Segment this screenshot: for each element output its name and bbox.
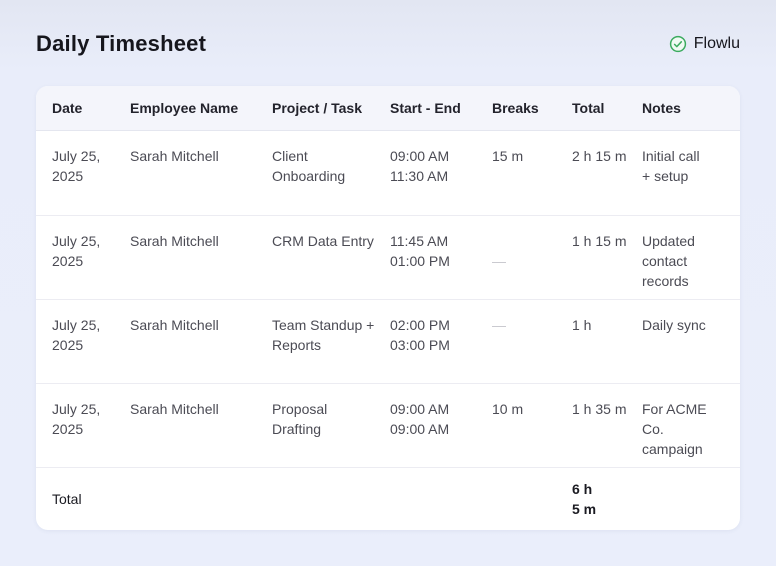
cell-start-end: 09:00 AM 11:30 AM [390, 131, 492, 215]
start-time: 02:00 PM [390, 317, 450, 333]
cell-notes: Updated contact records [642, 233, 695, 289]
cell-date: July 25, 2025 [52, 317, 101, 353]
cell-project: Team Standup + Reports [272, 317, 375, 353]
column-header-project: Project / Task [272, 100, 363, 116]
end-time: 11:30 AM [390, 168, 449, 184]
cell-total: 1 h 15 m [572, 233, 627, 249]
cell-notes: For ACME Co. campaign [642, 401, 707, 457]
cell-total: 1 h [572, 317, 592, 333]
start-time: 11:45 AM [390, 233, 449, 249]
cell-notes: Daily sync [642, 317, 706, 333]
page: Daily Timesheet Flowlu Date Employee Nam… [36, 0, 740, 530]
cell-project: CRM Data Entry [272, 233, 374, 249]
check-circle-icon [669, 35, 687, 53]
footer-total-label: Total [52, 491, 82, 507]
column-header-notes: Notes [642, 100, 681, 116]
column-header-date: Date [52, 100, 83, 116]
cell-start-end: 02:00 PM 03:00 PM [390, 300, 492, 383]
end-time: 01:00 PM [390, 253, 450, 269]
cell-date: July 25, 2025 [52, 233, 101, 269]
cell-notes: Initial call + setup [642, 148, 700, 184]
end-time: 03:00 PM [390, 337, 450, 353]
column-header-employee: Employee Name [130, 100, 239, 116]
table-row: July 25, 2025 Sarah Mitchell Client Onbo… [36, 131, 740, 215]
brand-logo: Flowlu [669, 35, 740, 53]
cell-start-end: 09:00 AM 09:00 AM [390, 384, 492, 467]
table-header-row: Date Employee Name Project / Task Start … [36, 86, 740, 131]
cell-project: Client Onboarding [272, 148, 346, 184]
start-time: 09:00 AM [390, 148, 450, 164]
table-footer-row: Total 6 h 5 m [36, 467, 740, 530]
cell-total: 1 h 35 m [572, 401, 627, 417]
table-body: July 25, 2025 Sarah Mitchell Client Onbo… [36, 131, 740, 467]
table-row: July 25, 2025 Sarah Mitchell Team Standu… [36, 299, 740, 383]
column-header-breaks: Breaks [492, 100, 539, 116]
cell-breaks: 10 m [492, 401, 524, 417]
column-header-total: Total [572, 100, 605, 116]
cell-date: July 25, 2025 [52, 401, 101, 437]
page-title: Daily Timesheet [36, 31, 207, 56]
brand-name: Flowlu [693, 35, 740, 52]
end-time: 09:00 AM [390, 421, 450, 437]
cell-employee: Sarah Mitchell [130, 401, 219, 417]
cell-employee: Sarah Mitchell [130, 148, 219, 164]
timesheet-card: Date Employee Name Project / Task Start … [36, 86, 740, 530]
cell-employee: Sarah Mitchell [130, 233, 219, 249]
cell-employee: Sarah Mitchell [130, 317, 219, 333]
cell-start-end: 11:45 AM 01:00 PM [390, 216, 492, 299]
cell-breaks: 15 m [492, 148, 524, 164]
cell-project: Proposal Drafting [272, 401, 328, 437]
cell-breaks: — [492, 253, 506, 269]
cell-breaks: — [492, 317, 506, 333]
table-row: July 25, 2025 Sarah Mitchell Proposal Dr… [36, 383, 740, 467]
table-row: July 25, 2025 Sarah Mitchell CRM Data En… [36, 215, 740, 299]
cell-date: July 25, 2025 [52, 148, 101, 184]
top-bar: Daily Timesheet Flowlu [36, 0, 740, 58]
start-time: 09:00 AM [390, 401, 450, 417]
cell-total: 2 h 15 m [572, 148, 627, 164]
footer-total-value: 6 h 5 m [572, 481, 597, 517]
column-header-start-end: Start - End [390, 100, 461, 116]
